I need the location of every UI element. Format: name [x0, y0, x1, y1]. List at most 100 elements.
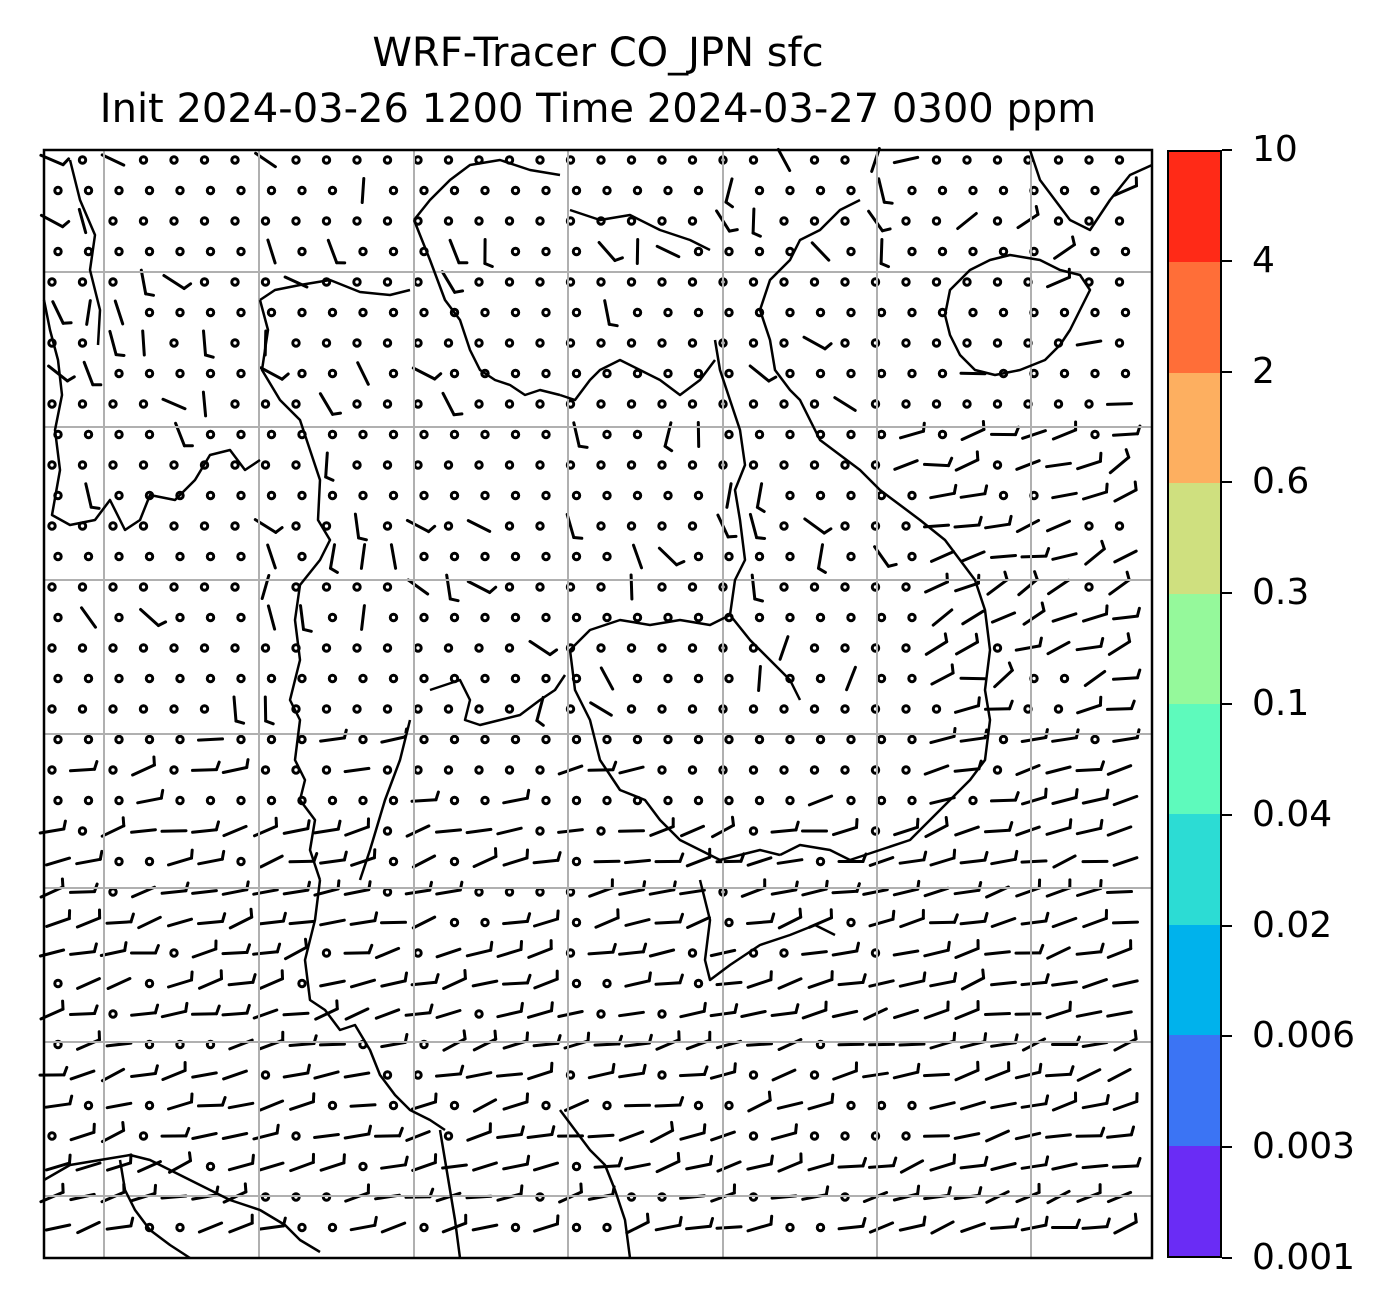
- wind-barb: [1112, 1092, 1139, 1111]
- calm-wind-marker: [236, 429, 246, 440]
- calm-wind-marker: [480, 551, 490, 562]
- wind-barb: [472, 1098, 498, 1113]
- calm-wind-marker: [382, 338, 393, 348]
- wind-barb: [1047, 578, 1070, 596]
- wind-barb: [923, 1072, 950, 1078]
- wind-barb: [100, 1067, 126, 1083]
- calm-wind-marker: [510, 673, 521, 684]
- calm-wind-marker: [388, 307, 399, 318]
- calm-wind-marker: [968, 185, 978, 196]
- calm-wind-marker: [840, 643, 850, 653]
- calm-wind-marker: [815, 490, 826, 501]
- wind-barb: [318, 392, 342, 416]
- calm-wind-marker: [693, 307, 704, 318]
- wind-barb: [1045, 878, 1072, 898]
- wind-barb: [289, 1092, 316, 1111]
- wind-barb: [167, 970, 194, 989]
- wind-barb: [679, 1065, 709, 1078]
- calm-wind-marker: [230, 399, 240, 409]
- calm-wind-marker: [138, 521, 149, 531]
- calm-wind-marker: [83, 185, 94, 196]
- wind-barb: [1015, 459, 1041, 471]
- colorbar-tick: [1222, 370, 1232, 373]
- calm-wind-marker: [449, 795, 460, 806]
- wind-barb: [898, 971, 927, 988]
- calm-wind-marker: [413, 643, 423, 653]
- calm-wind-marker: [779, 765, 789, 775]
- wind-barb: [654, 852, 685, 864]
- wind-barb: [496, 1184, 524, 1202]
- wind-barb: [984, 514, 1013, 530]
- calm-wind-marker: [1114, 521, 1125, 531]
- wind-barb: [533, 969, 559, 990]
- calm-wind-marker: [108, 887, 118, 897]
- calm-wind-marker: [815, 368, 826, 379]
- calm-wind-marker: [199, 643, 210, 653]
- calm-wind-marker: [754, 612, 765, 623]
- calm-wind-marker: [907, 368, 917, 379]
- calm-wind-marker: [901, 704, 911, 714]
- calm-wind-marker: [693, 246, 704, 257]
- wind-barb: [686, 916, 711, 929]
- calm-wind-marker: [321, 521, 332, 531]
- wind-barb: [1075, 818, 1104, 836]
- wind-barb: [868, 1156, 898, 1169]
- calm-wind-marker: [779, 399, 789, 409]
- wind-barb: [625, 1212, 650, 1235]
- calm-wind-marker: [657, 277, 667, 287]
- calm-wind-marker: [962, 155, 972, 165]
- calm-wind-marker: [632, 185, 643, 196]
- calm-wind-marker: [358, 1161, 368, 1172]
- wind-barb: [441, 391, 464, 417]
- wind-barb: [1014, 1062, 1043, 1080]
- calm-wind-marker: [846, 1100, 856, 1111]
- wind-barb: [502, 788, 531, 805]
- wind-barb: [75, 849, 104, 866]
- wind-barb: [533, 1214, 560, 1233]
- wind-barb: [770, 1123, 798, 1141]
- colorbar-segment: [1169, 151, 1220, 263]
- calm-wind-marker: [901, 1131, 911, 1141]
- calm-wind-marker: [663, 734, 673, 745]
- colorbar-tick-label: 0.04: [1252, 793, 1333, 835]
- calm-wind-marker: [236, 612, 246, 623]
- wind-barb: [929, 913, 959, 925]
- wind-barb: [564, 1099, 589, 1112]
- wind-barb: [1075, 942, 1105, 956]
- calm-wind-marker: [230, 338, 240, 348]
- calm-wind-marker: [870, 460, 881, 470]
- wind-barb: [597, 241, 624, 262]
- wind-barb: [960, 550, 986, 563]
- calm-wind-marker: [998, 490, 1009, 501]
- calm-wind-marker: [199, 704, 210, 714]
- calm-wind-marker: [138, 399, 149, 409]
- calm-wind-marker: [382, 521, 393, 531]
- calm-wind-marker: [510, 429, 521, 440]
- wind-barb: [380, 1033, 409, 1049]
- calm-wind-marker: [443, 460, 454, 470]
- calm-wind-marker: [876, 795, 887, 806]
- wind-barb: [929, 727, 957, 745]
- calm-wind-marker: [1090, 734, 1100, 745]
- wind-barb: [130, 828, 157, 834]
- wind-barb: [313, 819, 342, 835]
- calm-wind-marker: [748, 704, 759, 714]
- calm-wind-marker: [474, 216, 484, 226]
- wind-barb: [319, 850, 348, 865]
- calm-wind-marker: [138, 460, 149, 470]
- wind-barb: [1112, 1156, 1142, 1169]
- calm-wind-marker: [626, 277, 637, 287]
- colorbar-tick: [1222, 813, 1232, 816]
- calm-wind-marker: [230, 277, 240, 287]
- calm-wind-marker: [260, 277, 271, 287]
- calm-wind-marker: [480, 734, 490, 745]
- calm-wind-marker: [144, 856, 155, 867]
- wind-barb: [201, 390, 208, 418]
- calm-wind-marker: [1053, 155, 1064, 165]
- wind-barb: [191, 760, 221, 772]
- calm-wind-marker: [382, 887, 393, 897]
- wind-barb: [130, 1003, 160, 1017]
- wind-barb: [930, 550, 955, 563]
- wind-barb: [959, 1032, 988, 1049]
- calm-wind-marker: [785, 490, 795, 501]
